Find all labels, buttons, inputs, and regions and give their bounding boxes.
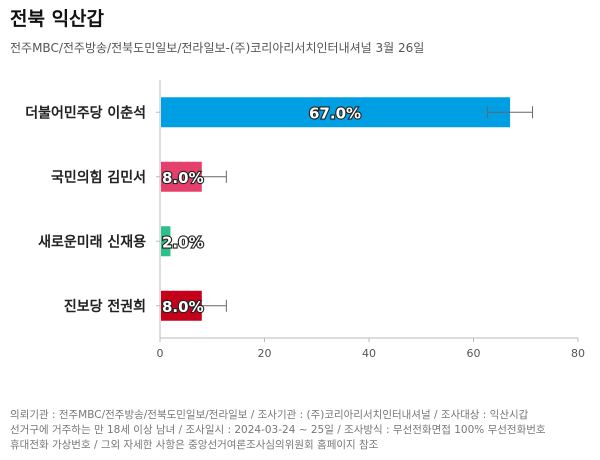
category-label: 더불어민주당 이춘석 — [25, 104, 146, 121]
x-tick-label: 60 — [467, 347, 481, 360]
x-tick-label: 40 — [362, 347, 376, 360]
bar — [161, 97, 511, 128]
chart-subtitle: 전주MBC/전주방송/전북도민일보/전라일보-(주)코리아리서치인터내셔널 3월… — [10, 41, 425, 55]
category-label: 국민의힘 김민서 — [51, 169, 146, 186]
chart-title: 전북 익산갑 — [10, 8, 105, 30]
bar-chart: 0 20 40 60 80 더불어민주당 이춘석 67.0% 국민의힘 김민서 8.0% 새로운미… — [25, 80, 585, 360]
footer-line: 선거구에 거주하는 만 18세 이상 남녀 / 조사일시 : 2024-03-2… — [10, 424, 546, 436]
x-tick-label: 80 — [571, 347, 585, 360]
data-label: 2.0% — [162, 233, 204, 251]
data-label: 8.0% — [162, 169, 204, 187]
x-tick-label: 20 — [258, 347, 272, 360]
x-tick-label: 0 — [157, 347, 164, 360]
category-label: 새로운미래 신재용 — [38, 234, 146, 250]
bar — [161, 226, 171, 257]
data-label: 67.0% — [309, 104, 361, 122]
category-label: 진보당 전권희 — [64, 298, 146, 315]
footer-note: 의뢰기관 : 전주MBC/전주방송/전북도민일보/전라일보 / 조사기관 : (… — [10, 408, 595, 453]
footer-line: 휴대전화 가상번호 / 그외 자세한 사항은 중앙선거여론조사심의위원회 홈페이… — [10, 439, 379, 451]
data-label: 8.0% — [162, 298, 204, 316]
footer-line: 의뢰기관 : 전주MBC/전주방송/전북도민일보/전라일보 / 조사기관 : (… — [10, 409, 529, 421]
